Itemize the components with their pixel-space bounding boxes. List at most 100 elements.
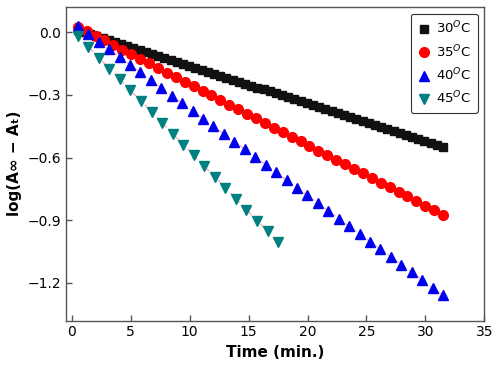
Line: 40$^O$C: 40$^O$C [73,22,448,300]
35$^O$C [440,212,446,217]
40$^O$C [356,232,362,236]
35$^O$C [92,34,98,38]
35$^O$C [324,153,330,157]
40$^O$C [168,93,174,98]
40$^O$C [106,47,112,52]
30$^O$C [198,68,204,72]
45$^O$C [222,186,228,190]
40$^O$C [158,86,164,90]
35$^O$C [369,176,375,180]
30$^O$C [180,62,186,66]
35$^O$C [288,135,294,139]
40$^O$C [75,24,81,29]
45$^O$C [148,110,154,114]
45$^O$C [180,142,186,147]
35$^O$C [386,185,392,189]
35$^O$C [396,190,402,194]
35$^O$C [173,75,179,79]
30$^O$C [168,58,173,62]
45$^O$C [233,197,239,201]
45$^O$C [275,240,281,244]
40$^O$C [242,147,248,152]
45$^O$C [170,131,175,136]
35$^O$C [342,162,348,167]
35$^O$C [128,52,134,57]
40$^O$C [430,286,436,290]
35$^O$C [102,38,107,43]
X-axis label: Time (min.): Time (min.) [226,345,324,360]
30$^O$C [192,66,198,70]
40$^O$C [346,224,352,228]
45$^O$C [106,66,112,71]
30$^O$C [136,48,142,52]
40$^O$C [179,101,185,105]
40$^O$C [96,40,102,44]
Line: 30$^O$C: 30$^O$C [74,26,447,151]
40$^O$C [367,239,373,244]
40$^O$C [85,32,91,36]
Line: 45$^O$C: 45$^O$C [73,31,283,247]
40$^O$C [210,124,216,128]
35$^O$C [226,102,232,107]
40$^O$C [378,247,384,251]
40$^O$C [409,270,415,275]
40$^O$C [304,193,310,198]
40$^O$C [294,186,300,190]
40$^O$C [116,55,122,59]
45$^O$C [212,175,218,179]
45$^O$C [75,34,81,38]
35$^O$C [280,130,285,134]
35$^O$C [431,208,437,212]
35$^O$C [351,167,357,171]
35$^O$C [137,57,143,61]
40$^O$C [127,63,133,67]
35$^O$C [155,66,161,70]
40$^O$C [262,163,268,167]
35$^O$C [218,98,224,102]
30$^O$C [304,101,310,106]
40$^O$C [440,293,446,298]
40$^O$C [388,255,394,259]
45$^O$C [86,45,91,49]
35$^O$C [316,148,322,153]
35$^O$C [333,157,339,162]
35$^O$C [110,43,116,47]
40$^O$C [284,178,290,182]
45$^O$C [264,229,270,233]
40$^O$C [148,78,154,82]
35$^O$C [360,171,366,176]
45$^O$C [138,99,144,103]
30$^O$C [75,28,81,32]
40$^O$C [200,116,206,121]
35$^O$C [120,47,126,52]
35$^O$C [208,93,214,98]
45$^O$C [159,121,165,125]
35$^O$C [235,107,241,112]
30$^O$C [440,145,446,149]
45$^O$C [128,88,134,92]
35$^O$C [244,112,250,116]
35$^O$C [262,121,268,125]
35$^O$C [414,199,420,203]
45$^O$C [202,164,207,168]
35$^O$C [164,70,170,75]
40$^O$C [221,132,227,136]
45$^O$C [254,218,260,223]
40$^O$C [336,216,342,221]
40$^O$C [252,155,258,159]
40$^O$C [190,109,196,113]
35$^O$C [271,126,277,130]
45$^O$C [117,77,123,81]
Line: 35$^O$C: 35$^O$C [73,22,448,219]
35$^O$C [378,181,384,185]
35$^O$C [190,84,196,88]
35$^O$C [404,194,410,199]
40$^O$C [315,201,321,206]
40$^O$C [398,262,404,267]
35$^O$C [146,61,152,66]
35$^O$C [84,29,89,33]
40$^O$C [232,139,237,144]
45$^O$C [96,55,102,60]
35$^O$C [298,139,304,143]
45$^O$C [244,207,250,212]
